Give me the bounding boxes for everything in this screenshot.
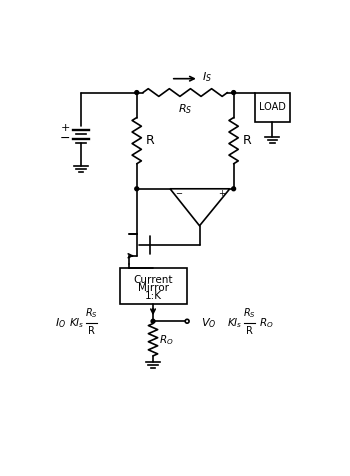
Text: R: R	[243, 134, 252, 147]
Text: Current: Current	[134, 275, 173, 285]
Text: $R_S$: $R_S$	[85, 306, 98, 320]
Text: −: −	[175, 189, 182, 198]
Text: $R_S$: $R_S$	[243, 306, 256, 320]
Text: R: R	[246, 326, 253, 336]
Text: LOAD: LOAD	[259, 102, 286, 112]
Text: +: +	[61, 123, 70, 133]
Circle shape	[151, 319, 155, 323]
Circle shape	[232, 187, 236, 191]
Bar	[120, 268, 187, 304]
Text: $V_O$: $V_O$	[201, 316, 217, 330]
Text: +: +	[218, 189, 225, 198]
Text: $R_O$: $R_O$	[159, 334, 174, 347]
Text: $KI_s$: $KI_s$	[227, 316, 242, 330]
Text: $KI_s$: $KI_s$	[69, 316, 85, 330]
Circle shape	[232, 90, 236, 94]
Text: Mirror: Mirror	[138, 283, 169, 293]
Circle shape	[135, 90, 139, 94]
Text: $R_S$: $R_S$	[177, 102, 192, 116]
Text: $I_O$: $I_O$	[55, 316, 66, 330]
Text: R: R	[88, 326, 95, 336]
Circle shape	[135, 187, 139, 191]
Circle shape	[185, 319, 189, 323]
Text: $R_O$: $R_O$	[259, 316, 274, 330]
Text: R: R	[146, 134, 155, 147]
Text: −: −	[60, 131, 71, 145]
Bar	[254, 92, 290, 122]
Text: $I_S$: $I_S$	[202, 70, 212, 84]
Text: 1:K: 1:K	[145, 291, 162, 301]
